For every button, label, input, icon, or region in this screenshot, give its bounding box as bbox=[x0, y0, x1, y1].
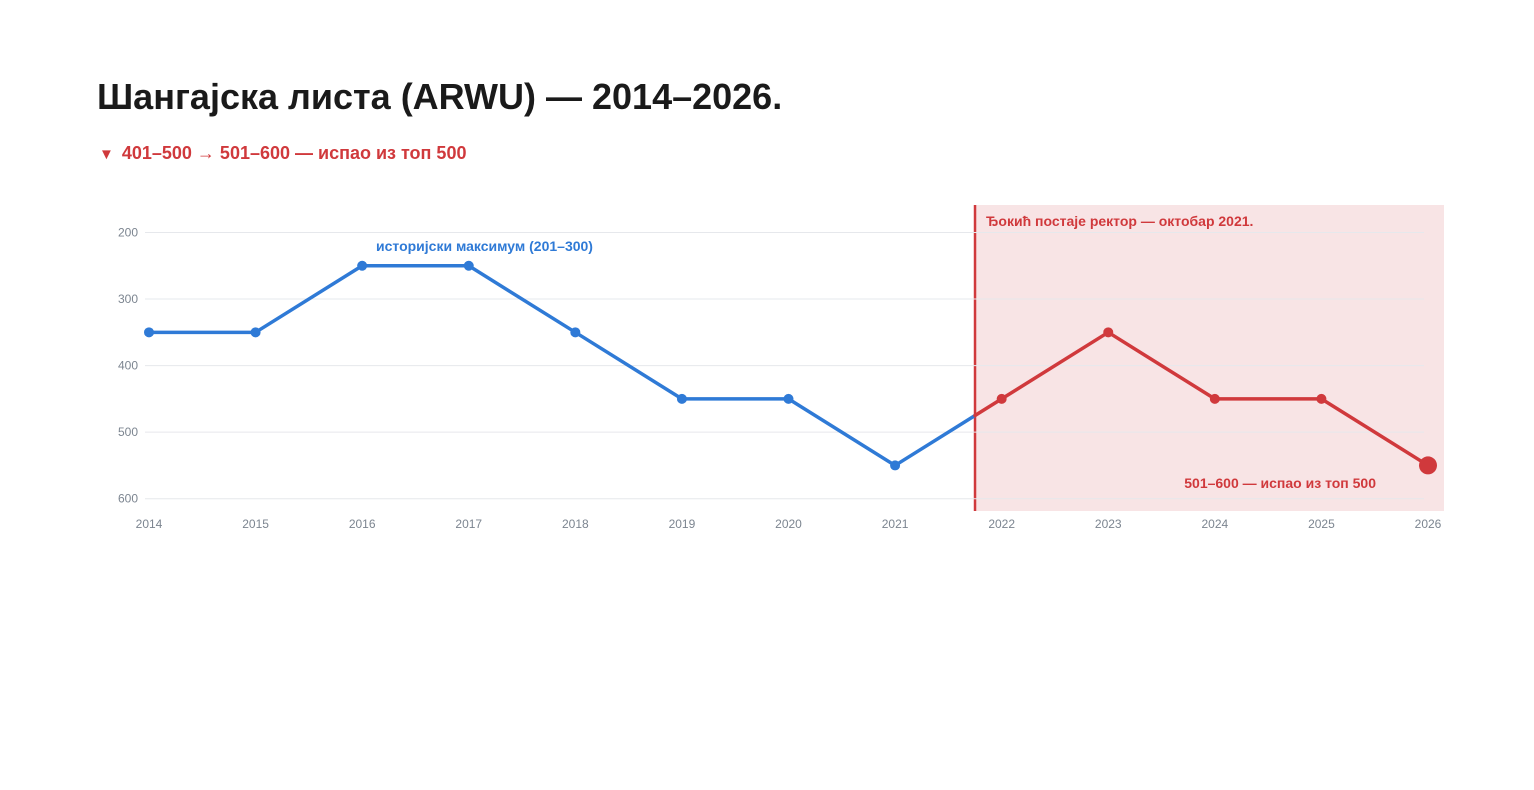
x-tick-label: 2014 bbox=[136, 517, 163, 531]
x-tick-label: 2026 bbox=[1415, 517, 1442, 531]
y-tick-label: 400 bbox=[118, 359, 138, 373]
data-point-2025 bbox=[1316, 393, 1327, 404]
annotation-dropout: 501–600 — испао из топ 500 bbox=[1184, 475, 1376, 491]
highlight-label: Ђокић постаје ректор — октобар 2021. bbox=[986, 213, 1253, 229]
annotations: историјски максимум (201–300) 501–600 — и… bbox=[376, 213, 1376, 491]
x-tick-label: 2015 bbox=[242, 517, 269, 531]
x-axis: 2014 2015 2016 2017 2018 2019 2020 2021 2022 2023… bbox=[136, 517, 1442, 531]
data-point-2018 bbox=[570, 327, 581, 338]
subtitle: ▼ 401–500 → 501–600 — испао из топ 500 bbox=[99, 143, 466, 164]
highlight-layer bbox=[973, 205, 1444, 511]
highlight-region bbox=[975, 205, 1444, 511]
data-point-2021 bbox=[890, 460, 901, 471]
x-tick-label: 2021 bbox=[882, 517, 909, 531]
y-tick-label: 500 bbox=[118, 425, 138, 439]
subtitle-text: 401–500 → 501–600 — испао из топ 500 bbox=[121, 143, 467, 163]
data-point-2023 bbox=[1103, 327, 1114, 338]
annotation-historical-max: историјски максимум (201–300) bbox=[376, 238, 593, 254]
x-tick-label: 2018 bbox=[562, 517, 589, 531]
x-tick-label: 2022 bbox=[988, 517, 1015, 531]
series-line-after bbox=[973, 330, 1430, 468]
x-tick-label: 2025 bbox=[1308, 517, 1335, 531]
y-tick-label: 200 bbox=[118, 226, 138, 240]
data-point-2015 bbox=[250, 327, 261, 338]
y-axis: 200 300 400 500 600 bbox=[118, 226, 138, 506]
data-point-2022 bbox=[996, 393, 1007, 404]
x-tick-label: 2023 bbox=[1095, 517, 1122, 531]
x-tick-label: 2017 bbox=[455, 517, 482, 531]
x-tick-label: 2019 bbox=[669, 517, 696, 531]
x-tick-label: 2020 bbox=[775, 517, 802, 531]
x-tick-label: 2016 bbox=[349, 517, 376, 531]
data-point-2024 bbox=[1209, 393, 1220, 404]
y-tick-label: 300 bbox=[118, 292, 138, 306]
series-points bbox=[144, 260, 1437, 475]
data-point-2019 bbox=[676, 393, 687, 404]
page-title: Шангајска листа (ARWU) — 2014–2026. bbox=[97, 76, 783, 117]
y-tick-label: 600 bbox=[118, 492, 138, 506]
data-point-2026 bbox=[1419, 456, 1437, 475]
grid-layer bbox=[145, 232, 1424, 500]
data-point-2020 bbox=[783, 393, 794, 404]
data-point-2014 bbox=[144, 327, 154, 338]
data-point-2017 bbox=[463, 260, 474, 271]
x-tick-label: 2024 bbox=[1201, 517, 1228, 531]
data-point-2016 bbox=[357, 260, 368, 271]
down-triangle-icon: ▼ bbox=[99, 146, 114, 163]
